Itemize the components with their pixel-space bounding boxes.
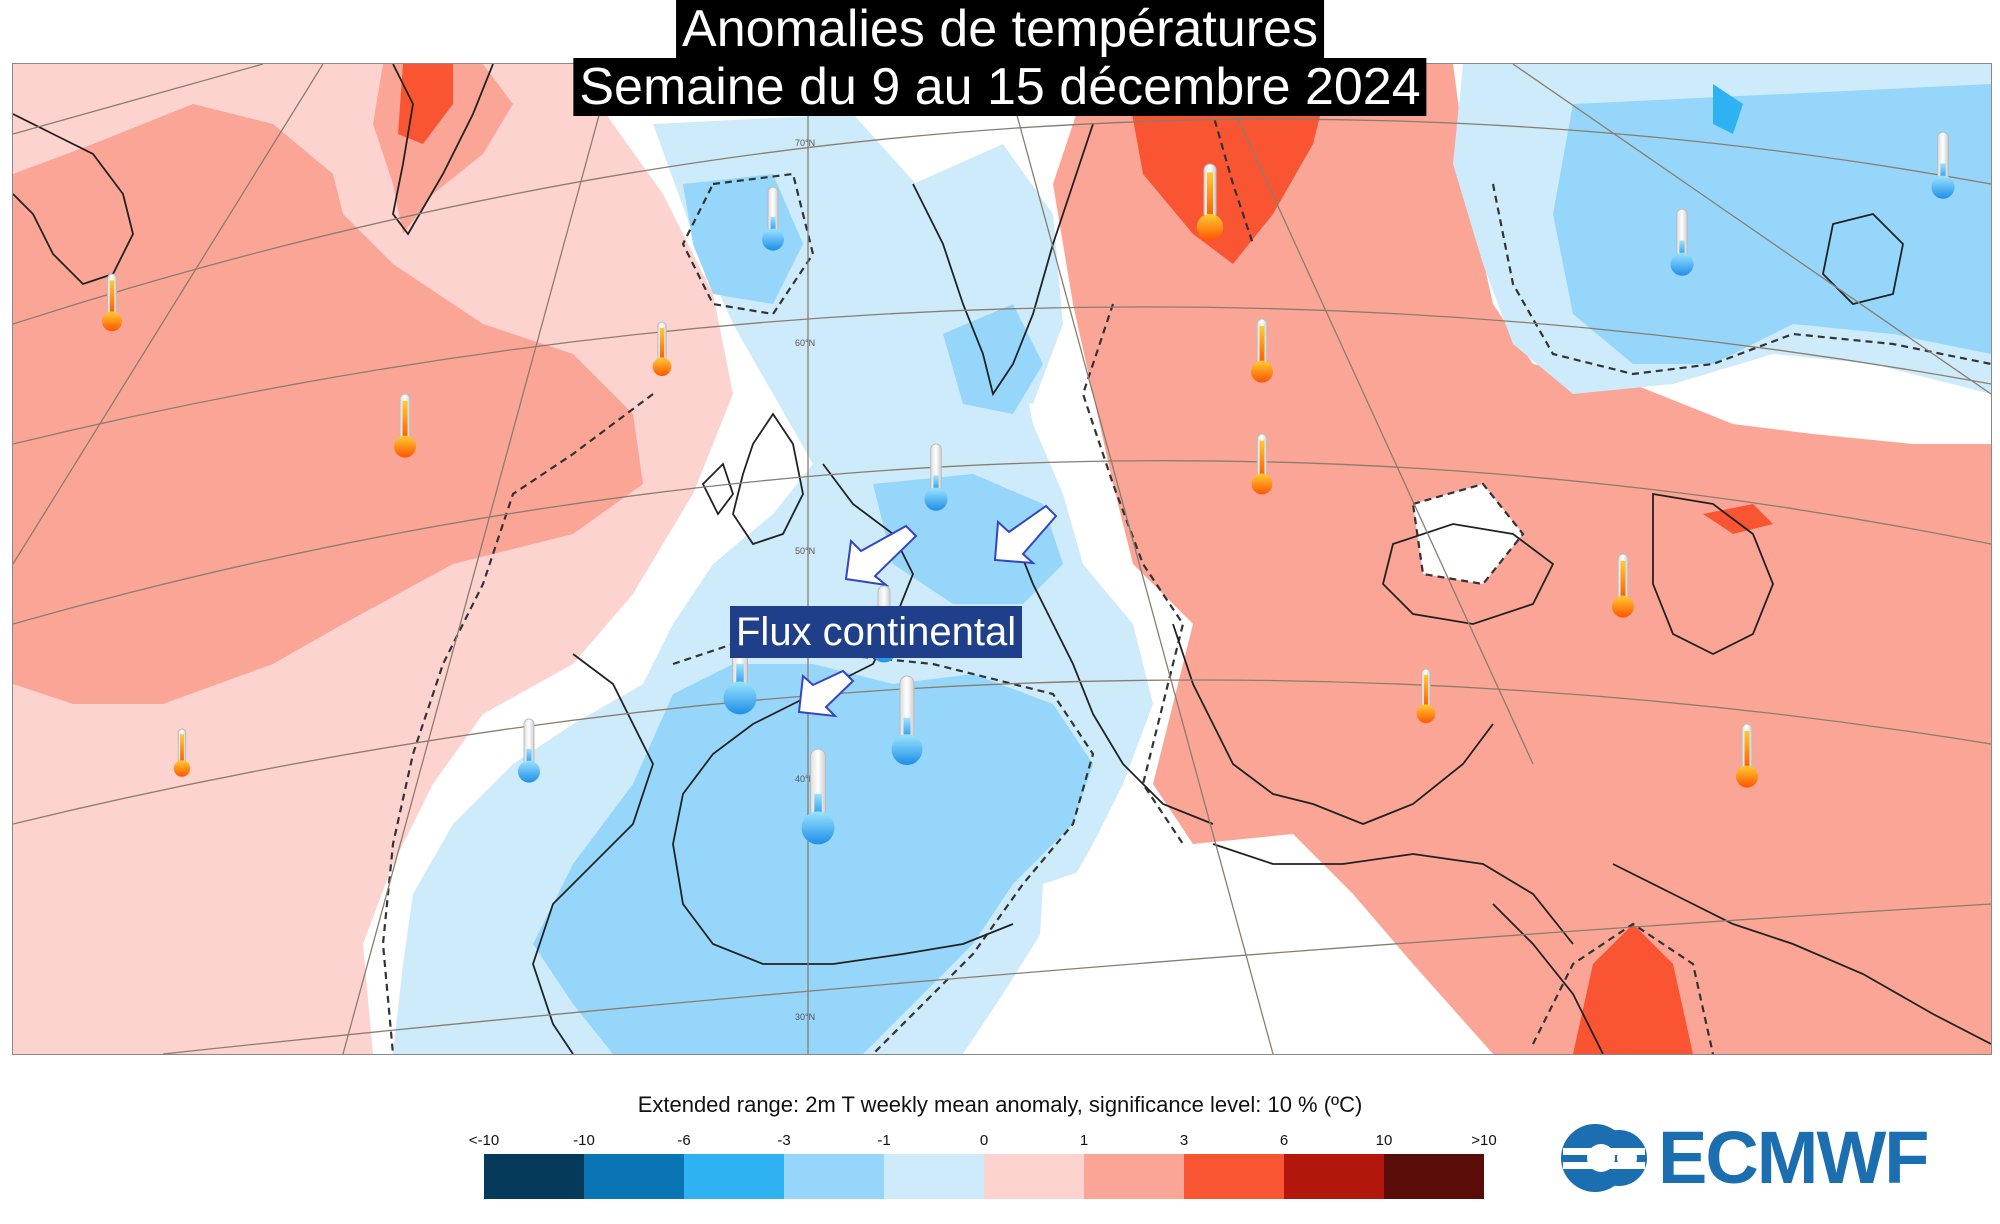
legend-swatch bbox=[1084, 1154, 1184, 1199]
warm-thermometer-icon bbox=[394, 393, 416, 458]
middle-east-warm-strong bbox=[1573, 924, 1693, 1054]
scandinavia-cold-medium bbox=[943, 304, 1043, 414]
legend-caption: Extended range: 2m T weekly mean anomaly… bbox=[637, 1092, 1363, 1117]
legend-swatch bbox=[1384, 1154, 1484, 1199]
europe-cold bbox=[533, 664, 1093, 1054]
warm-thermometer-icon bbox=[102, 273, 122, 332]
cold-thermometer-icon bbox=[801, 748, 835, 845]
caspian-warm-strong bbox=[1703, 504, 1773, 534]
legend-tick: 0 bbox=[979, 1132, 989, 1149]
legend-tick: -3 bbox=[777, 1132, 791, 1149]
cold-thermometer-icon bbox=[924, 443, 948, 511]
ecmwf-logo: ECMWF bbox=[1555, 1118, 1935, 1198]
greenland-warm-strong bbox=[398, 64, 453, 144]
flux-annotation: Flux continental bbox=[730, 606, 1023, 658]
ecmwf-logo-icon bbox=[1561, 1124, 1647, 1192]
lat-label-50: 50°N bbox=[795, 546, 815, 556]
legend-tick: 1 bbox=[1079, 1132, 1089, 1149]
black-sea-neutral bbox=[1413, 484, 1523, 584]
warm-thermometer-icon bbox=[1736, 723, 1758, 788]
map-title: Anomalies de températures bbox=[676, 0, 1324, 58]
map-subtitle: Semaine du 9 au 15 décembre 2024 bbox=[573, 58, 1427, 116]
lat-label-70: 70°N bbox=[795, 138, 815, 148]
legend-swatch bbox=[484, 1154, 584, 1199]
warm-thermometer-icon bbox=[1416, 668, 1436, 724]
warm-thermometer-icon bbox=[652, 321, 672, 377]
legend-tick: -6 bbox=[677, 1132, 691, 1149]
flow-arrow-2 bbox=[993, 504, 1058, 565]
legend-swatches bbox=[484, 1154, 1484, 1199]
legend-swatch bbox=[1184, 1154, 1284, 1199]
flow-arrow-3 bbox=[797, 669, 855, 718]
cold-thermometer-icon bbox=[1931, 131, 1955, 199]
cold-thermometer-icon bbox=[891, 675, 923, 766]
coastlines bbox=[13, 64, 1991, 1054]
legend-tick: -10 bbox=[573, 1132, 595, 1149]
north-africa-neutral bbox=[1033, 854, 1333, 1054]
legend-swatch bbox=[984, 1154, 1084, 1199]
cold-thermometer-icon bbox=[762, 186, 784, 251]
warm-thermometer-icon bbox=[1612, 553, 1634, 618]
cold-thermometer-icon bbox=[1670, 208, 1694, 276]
central-cold bbox=[873, 474, 1063, 604]
legend-swatch bbox=[684, 1154, 784, 1199]
graticule bbox=[13, 64, 1991, 1054]
legend-tick: <-10 bbox=[468, 1132, 500, 1149]
legend-swatch bbox=[884, 1154, 984, 1199]
legend-tick: -1 bbox=[877, 1132, 891, 1149]
warm-thermometer-icon bbox=[1251, 433, 1273, 495]
color-legend: <-10 -10 -6 -3 -1 0 1 3 6 10 >10 bbox=[469, 1132, 1497, 1202]
east-europe-warm bbox=[1053, 64, 1991, 1054]
anomaly-map: 70°N 60°N 50°N 40°N 30°N bbox=[12, 63, 1992, 1055]
warm-thermometer-icon bbox=[173, 728, 191, 777]
atlantic-warm bbox=[13, 104, 643, 704]
lat-label-60: 60°N bbox=[795, 338, 815, 348]
warm-thermometer-icon bbox=[1251, 318, 1273, 383]
legend-swatch bbox=[584, 1154, 684, 1199]
lat-label-40: 40°N bbox=[795, 774, 815, 784]
legend-swatch bbox=[784, 1154, 884, 1199]
russia-cold-strong bbox=[1713, 84, 1743, 134]
cold-thermometer-icon bbox=[518, 718, 540, 783]
ecmwf-logo-text: ECMWF bbox=[1658, 1116, 1929, 1199]
warm-thermometer-icon bbox=[1196, 163, 1224, 241]
legend-swatch bbox=[1284, 1154, 1384, 1199]
russia-cold bbox=[1553, 84, 1991, 364]
legend-tick: 3 bbox=[1179, 1132, 1189, 1149]
lat-label-30: 30°N bbox=[795, 1012, 815, 1022]
flow-arrows bbox=[797, 504, 1058, 718]
legend-tick: >10 bbox=[1471, 1132, 1497, 1149]
flow-arrow-1 bbox=[844, 524, 918, 587]
legend-tick: 6 bbox=[1279, 1132, 1289, 1149]
legend-tick: 10 bbox=[1375, 1132, 1393, 1149]
